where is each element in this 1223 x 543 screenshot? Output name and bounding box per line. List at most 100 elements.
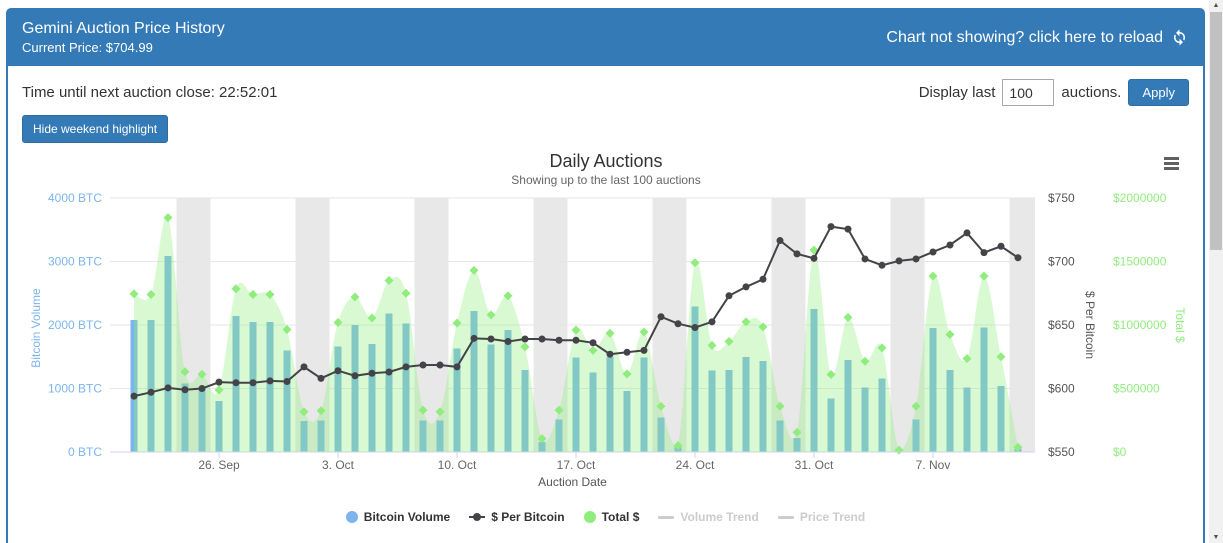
chart-menu-button[interactable] — [1161, 155, 1183, 173]
volume-bar[interactable] — [402, 323, 410, 452]
price-point[interactable] — [776, 237, 784, 245]
total-point[interactable] — [843, 312, 853, 322]
total-point[interactable] — [554, 405, 564, 415]
volume-bar[interactable] — [980, 327, 988, 452]
volume-bar[interactable] — [130, 320, 138, 452]
total-point[interactable] — [231, 284, 241, 294]
volume-bar[interactable] — [453, 348, 461, 452]
total-point[interactable] — [605, 328, 615, 338]
total-point[interactable] — [197, 369, 207, 379]
total-point[interactable] — [707, 340, 717, 350]
total-point[interactable] — [622, 369, 632, 379]
total-point[interactable] — [520, 342, 530, 352]
price-point[interactable] — [181, 386, 189, 394]
total-point[interactable] — [299, 407, 309, 417]
price-point[interactable] — [878, 261, 886, 269]
total-point[interactable] — [792, 427, 802, 437]
volume-bar[interactable] — [351, 325, 359, 452]
price-point[interactable] — [997, 242, 1005, 250]
price-point[interactable] — [929, 248, 937, 256]
total-point[interactable] — [571, 325, 581, 335]
price-point[interactable] — [164, 384, 172, 392]
total-point[interactable] — [503, 291, 513, 301]
price-point[interactable] — [912, 255, 920, 263]
price-point[interactable] — [980, 249, 988, 257]
price-point[interactable] — [674, 320, 682, 328]
total-point[interactable] — [401, 288, 411, 298]
total-point[interactable] — [452, 318, 462, 328]
price-point[interactable] — [283, 378, 291, 386]
volume-bar[interactable] — [300, 420, 308, 452]
price-point[interactable] — [504, 338, 512, 346]
volume-bar[interactable] — [572, 357, 580, 452]
total-point[interactable] — [214, 385, 224, 395]
volume-bar[interactable] — [385, 313, 393, 452]
price-point[interactable] — [844, 225, 852, 233]
volume-bar[interactable] — [215, 401, 223, 452]
total-point[interactable] — [826, 370, 836, 380]
volume-bar[interactable] — [640, 357, 648, 452]
volume-bar[interactable] — [725, 370, 733, 452]
price-point[interactable] — [147, 388, 155, 396]
total-point[interactable] — [367, 313, 377, 323]
price-point[interactable] — [453, 363, 461, 371]
total-point[interactable] — [962, 354, 972, 364]
volume-bar[interactable] — [470, 311, 478, 452]
price-point[interactable] — [232, 379, 240, 387]
total-point[interactable] — [469, 265, 479, 275]
total-point[interactable] — [860, 356, 870, 366]
total-point[interactable] — [418, 405, 428, 415]
volume-bar[interactable] — [827, 398, 835, 452]
total-point[interactable] — [588, 345, 598, 355]
total-point[interactable] — [673, 441, 683, 451]
volume-bar[interactable] — [742, 356, 750, 452]
total-point[interactable] — [384, 276, 394, 286]
total-point[interactable] — [435, 407, 445, 417]
total-point[interactable] — [690, 258, 700, 268]
price-point[interactable] — [810, 254, 818, 262]
total-point[interactable] — [129, 289, 139, 299]
price-point[interactable] — [130, 392, 138, 400]
legend-item-total-[interactable]: Total $ — [583, 510, 639, 524]
total-point[interactable] — [333, 317, 343, 327]
total-point[interactable] — [639, 327, 649, 337]
volume-bar[interactable] — [368, 344, 376, 452]
price-point[interactable] — [266, 377, 274, 385]
volume-bar[interactable] — [198, 387, 206, 452]
price-point[interactable] — [487, 335, 495, 343]
price-point[interactable] — [691, 324, 699, 332]
price-point[interactable] — [606, 350, 614, 358]
volume-bar[interactable] — [283, 350, 291, 452]
price-point[interactable] — [946, 241, 954, 249]
price-point[interactable] — [640, 346, 648, 354]
total-point[interactable] — [996, 352, 1006, 362]
volume-bar[interactable] — [997, 385, 1005, 452]
volume-bar[interactable] — [147, 320, 155, 452]
volume-bar[interactable] — [793, 438, 801, 452]
volume-bar[interactable] — [317, 420, 325, 452]
volume-bar[interactable] — [691, 306, 699, 452]
volume-bar[interactable] — [759, 361, 767, 452]
volume-bar[interactable] — [946, 370, 954, 452]
price-point[interactable] — [521, 335, 529, 343]
total-point[interactable] — [180, 367, 190, 377]
volume-bar[interactable] — [164, 256, 172, 452]
total-point[interactable] — [775, 401, 785, 411]
price-point[interactable] — [725, 292, 733, 300]
total-point[interactable] — [928, 271, 938, 281]
volume-bar[interactable] — [504, 329, 512, 452]
volume-bar[interactable] — [249, 321, 257, 452]
price-point[interactable] — [861, 255, 869, 263]
volume-bar[interactable] — [657, 417, 665, 452]
price-point[interactable] — [317, 374, 325, 382]
total-point[interactable] — [741, 317, 751, 327]
total-point[interactable] — [248, 290, 258, 300]
price-point[interactable] — [759, 275, 767, 283]
scroll-down-icon[interactable]: ▼ — [1212, 534, 1220, 541]
price-point[interactable] — [895, 257, 903, 265]
total-point[interactable] — [350, 292, 360, 302]
price-point[interactable] — [793, 250, 801, 258]
price-point[interactable] — [436, 361, 444, 369]
price-point[interactable] — [249, 379, 257, 387]
total-point[interactable] — [1013, 442, 1023, 452]
